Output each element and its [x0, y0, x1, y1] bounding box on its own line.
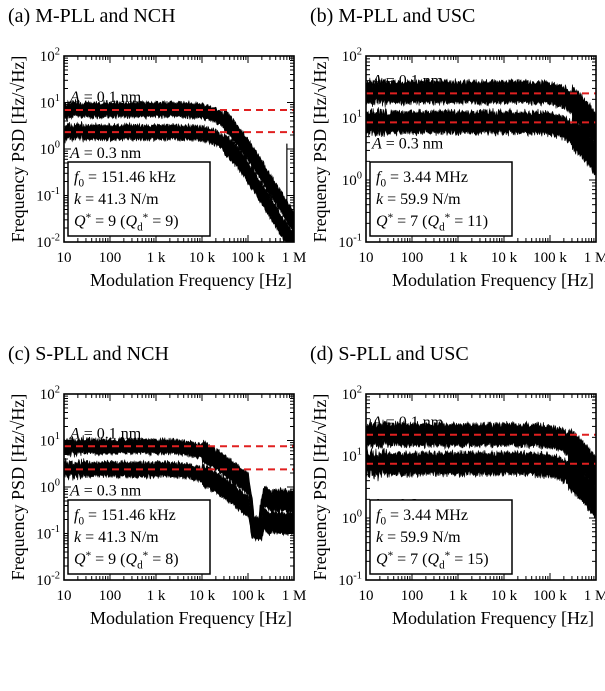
parameter-line: k = 59.9 N/m: [376, 529, 461, 546]
parameter-line: Q* = 9 (Qd* = 8): [74, 550, 179, 572]
x-tick-label: 1 M: [282, 588, 307, 604]
parameter-box: [369, 161, 513, 237]
x-tick-label: 10: [57, 588, 72, 604]
x-tick-label: 1 M: [282, 250, 307, 266]
plot-frame: [365, 55, 597, 243]
parameter-line: f0 = 3.44 MHz: [376, 169, 468, 189]
plot-frame: [63, 393, 295, 581]
psd-trace-a03: [366, 447, 596, 520]
panel-title: (c) S-PLL and NCH: [8, 343, 169, 365]
parameter-line: k = 41.3 N/m: [74, 529, 159, 546]
y-tick-label: 10-2: [36, 232, 60, 251]
x-tick-label: 100: [99, 588, 122, 604]
y-tick-label: 10-1: [338, 232, 362, 251]
series-label-a01: A = 0.1 nm: [69, 89, 142, 106]
x-tick-label: 10 k: [491, 588, 518, 604]
chart-panel-a: (a) M-PLL and NCH Frequency PSD [Hz/√Hz] M…: [8, 5, 306, 290]
y-tick-label: 100: [40, 477, 60, 496]
x-tick-label: 100: [99, 250, 122, 266]
x-tick-label: 10: [359, 250, 374, 266]
y-tick-label: 10-1: [36, 524, 60, 543]
x-tick-label: 10: [359, 588, 374, 604]
x-tick-label: 100: [401, 588, 424, 604]
parameter-line: Q* = 7 (Qd* = 11): [376, 212, 488, 234]
psd-trace-a03: [366, 107, 596, 176]
chart-panel-c: (c) S-PLL and NCH Frequency PSD [Hz/√Hz] M…: [8, 343, 306, 628]
x-tick-label: 1 k: [147, 250, 166, 266]
parameter-box: [67, 161, 211, 237]
psd-trace-a03: [64, 121, 294, 242]
y-tick-label: 101: [342, 446, 362, 465]
y-tick-label: 10-1: [36, 186, 60, 205]
x-tick-label: 100 k: [231, 250, 265, 266]
plot-frame: [63, 55, 295, 243]
x-tick-label: 100 k: [533, 250, 567, 266]
psd-trace-a01: [64, 435, 294, 542]
y-tick-label: 101: [40, 93, 60, 112]
x-tick-label: 100 k: [533, 588, 567, 604]
y-tick-label: 102: [342, 46, 362, 65]
x-axis-label: Modulation Frequency [Hz]: [392, 608, 594, 628]
plot-frame: [365, 393, 597, 581]
x-tick-label: 1 M: [584, 588, 605, 604]
y-tick-label: 100: [342, 508, 362, 527]
panel-title: (d) S-PLL and USC: [310, 343, 469, 365]
y-tick-label: 100: [40, 139, 60, 158]
series-label-a01: A = 0.1 nm: [371, 72, 444, 89]
y-axis-label: Frequency PSD [Hz/√Hz]: [8, 394, 28, 581]
parameter-line: f0 = 151.46 kHz: [74, 507, 176, 527]
x-tick-label: 1 M: [584, 250, 605, 266]
series-group: [366, 418, 596, 520]
parameter-line: k = 41.3 N/m: [74, 191, 159, 208]
x-axis-label: Modulation Frequency [Hz]: [90, 270, 292, 290]
y-tick-label: 102: [342, 384, 362, 403]
parameter-box: [67, 499, 211, 575]
y-axis-label: Frequency PSD [Hz/√Hz]: [310, 56, 330, 243]
y-tick-label: 10-1: [338, 570, 362, 589]
x-tick-label: 100 k: [231, 588, 265, 604]
parameter-line: k = 59.9 N/m: [376, 191, 461, 208]
parameter-line: Q* = 7 (Qd* = 15): [376, 550, 489, 572]
chart-panel-d: (d) S-PLL and USC Frequency PSD [Hz/√Hz] M…: [310, 343, 605, 628]
series-label-a03: A = 0.3 nm: [69, 145, 142, 162]
parameter-line: Q* = 9 (Qd* = 9): [74, 212, 179, 234]
chart-panel-b: (b) M-PLL and USC Frequency PSD [Hz/√Hz] M…: [310, 5, 605, 290]
x-tick-label: 1 k: [449, 250, 468, 266]
panel-title: (a) M-PLL and NCH: [8, 5, 176, 27]
series-label-a03: A = 0.3 nm: [69, 482, 142, 499]
y-axis-label: Frequency PSD [Hz/√Hz]: [8, 56, 28, 243]
y-tick-label: 10-2: [36, 570, 60, 589]
series-label-a03: A = 0.3 nm: [371, 135, 444, 152]
series-label-a01: A = 0.1 nm: [69, 425, 142, 442]
y-tick-label: 101: [40, 431, 60, 450]
y-tick-label: 102: [40, 46, 60, 65]
x-tick-label: 10 k: [491, 250, 518, 266]
x-tick-label: 100: [401, 250, 424, 266]
x-tick-label: 1 k: [147, 588, 166, 604]
series-group: [366, 76, 596, 176]
parameter-line: f0 = 151.46 kHz: [74, 169, 176, 189]
x-tick-label: 10 k: [189, 588, 216, 604]
y-tick-label: 102: [40, 384, 60, 403]
series-label-a01: A = 0.1 nm: [371, 414, 444, 431]
psd-trace-a01: [366, 418, 596, 490]
x-axis-label: Modulation Frequency [Hz]: [392, 270, 594, 290]
parameter-line: f0 = 3.44 MHz: [376, 507, 468, 527]
x-tick-label: 10: [57, 250, 72, 266]
x-tick-label: 1 k: [449, 588, 468, 604]
x-tick-label: 10 k: [189, 250, 216, 266]
y-tick-label: 101: [342, 108, 362, 127]
y-tick-label: 100: [342, 170, 362, 189]
parameter-box: [369, 499, 513, 575]
panel-title: (b) M-PLL and USC: [310, 5, 475, 27]
x-axis-label: Modulation Frequency [Hz]: [90, 608, 292, 628]
y-axis-label: Frequency PSD [Hz/√Hz]: [310, 394, 330, 581]
series-group: [64, 435, 294, 542]
psd-trace-a03: [64, 457, 294, 542]
